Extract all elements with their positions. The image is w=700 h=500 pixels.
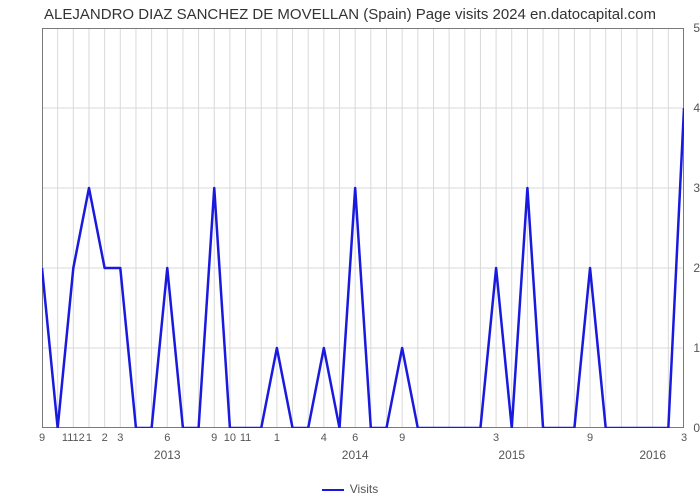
x-tick-label: 9 bbox=[587, 432, 593, 444]
x-tick-label: 9 bbox=[39, 432, 45, 444]
y-tick-label: 1 bbox=[666, 341, 700, 355]
chart-title: ALEJANDRO DIAZ SANCHEZ DE MOVELLAN (Spai… bbox=[0, 6, 700, 23]
legend-swatch bbox=[322, 489, 344, 492]
x-tick-label: 9 bbox=[211, 432, 217, 444]
x-tick-label: 11 bbox=[240, 432, 251, 444]
x-tick-label: 1112 bbox=[62, 432, 85, 444]
y-tick-label: 4 bbox=[666, 101, 700, 115]
chart-svg bbox=[42, 28, 684, 428]
x-tick-label: 3 bbox=[117, 432, 123, 444]
x-year-label: 2016 bbox=[639, 448, 666, 462]
x-tick-label: 3 bbox=[493, 432, 499, 444]
chart-legend: Visits bbox=[0, 482, 700, 496]
x-tick-label: 9 bbox=[399, 432, 405, 444]
x-tick-label: 10 bbox=[224, 432, 236, 444]
x-tick-label: 3 bbox=[681, 432, 687, 444]
x-year-label: 2014 bbox=[342, 448, 369, 462]
x-tick-label: 1 bbox=[274, 432, 280, 444]
x-tick-label: 4 bbox=[321, 432, 327, 444]
y-tick-label: 5 bbox=[666, 21, 700, 35]
x-tick-label: 1 bbox=[86, 432, 92, 444]
x-tick-label: 6 bbox=[352, 432, 358, 444]
legend-label: Visits bbox=[350, 482, 378, 496]
y-tick-label: 2 bbox=[666, 261, 700, 275]
x-year-label: 2015 bbox=[498, 448, 525, 462]
y-tick-label: 3 bbox=[666, 181, 700, 195]
x-year-label: 2013 bbox=[154, 448, 181, 462]
x-tick-label: 2 bbox=[102, 432, 108, 444]
x-tick-label: 6 bbox=[164, 432, 170, 444]
